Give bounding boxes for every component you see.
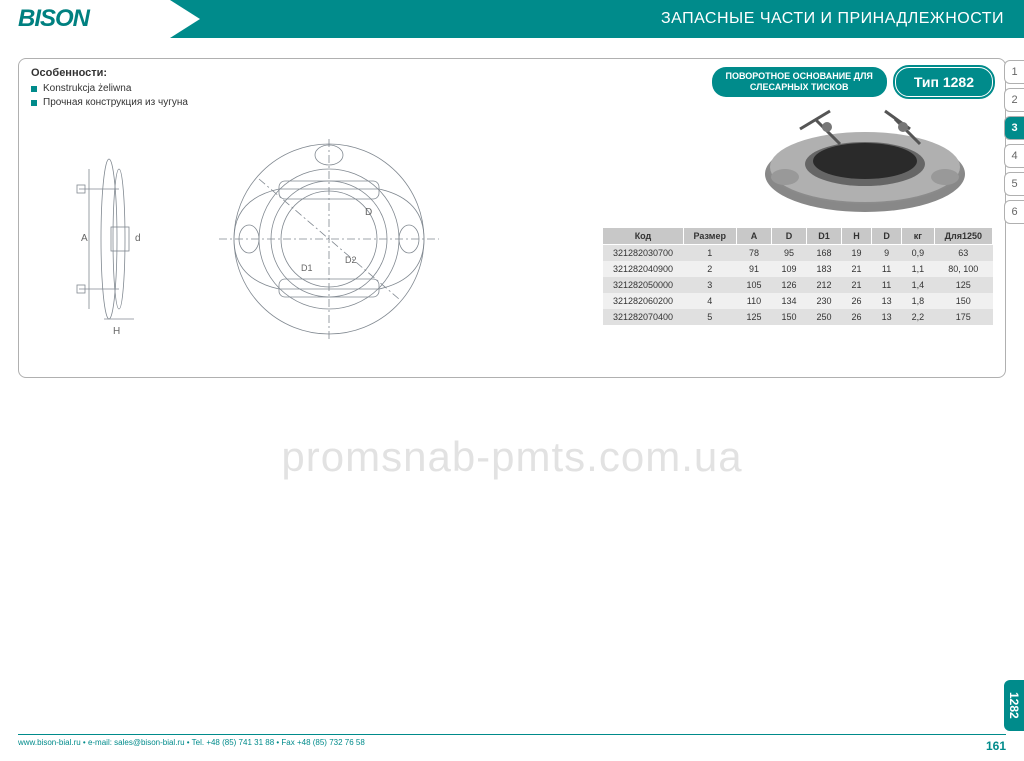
table-cell: 109: [771, 261, 806, 277]
table-cell: 168: [807, 245, 842, 262]
bullet-icon: [31, 86, 37, 92]
spec-table: Код Размер A D D1 H D кг Для1250 3212820…: [602, 227, 993, 325]
feature-text: Konstrukcja żeliwna: [43, 83, 131, 94]
table-cell: 11: [872, 261, 902, 277]
table-cell: 150: [771, 309, 806, 325]
table-cell: 3: [683, 277, 736, 293]
col-kg: кг: [902, 228, 935, 245]
col-size: Размер: [683, 228, 736, 245]
table-cell: 63: [934, 245, 992, 262]
col-a: A: [736, 228, 771, 245]
table-cell: 126: [771, 277, 806, 293]
svg-text:D2: D2: [345, 255, 357, 265]
table-cell: 125: [736, 309, 771, 325]
table-cell: 13: [872, 293, 902, 309]
section-tabs: 1 2 3 4 5 6: [1004, 60, 1024, 224]
table-cell: 26: [842, 309, 872, 325]
table-cell: 11: [872, 277, 902, 293]
table-cell: 1,1: [902, 261, 935, 277]
table-cell: 134: [771, 293, 806, 309]
section-tab-4[interactable]: 4: [1004, 144, 1024, 168]
section-tab-2[interactable]: 2: [1004, 88, 1024, 112]
table-cell: 110: [736, 293, 771, 309]
section-tab-5[interactable]: 5: [1004, 172, 1024, 196]
product-type-pill: Тип 1282: [895, 67, 993, 97]
table-cell: 80, 100: [934, 261, 992, 277]
svg-text:A: A: [81, 233, 88, 244]
product-photo: [745, 99, 985, 219]
table-cell: 19: [842, 245, 872, 262]
table-cell: 230: [807, 293, 842, 309]
table-cell: 21: [842, 277, 872, 293]
table-cell: 321282050000: [603, 277, 683, 293]
col-for1250: Для1250: [934, 228, 992, 245]
table-cell: 2: [683, 261, 736, 277]
table-cell: 125: [934, 277, 992, 293]
svg-text:D: D: [365, 207, 372, 218]
table-cell: 78: [736, 245, 771, 262]
logo: BISON: [0, 0, 170, 38]
table-cell: 9: [872, 245, 902, 262]
table-header-row: Код Размер A D D1 H D кг Для1250: [603, 228, 993, 245]
section-tab-3[interactable]: 3: [1004, 116, 1024, 140]
page-header: BISON ЗАПАСНЫЕ ЧАСТИ И ПРИНАДЛЕЖНОСТИ: [0, 0, 1024, 38]
table-cell: 1,8: [902, 293, 935, 309]
watermark: promsnab-pmts.com.ua: [281, 433, 742, 481]
table-cell: 0,9: [902, 245, 935, 262]
col-code: Код: [603, 228, 683, 245]
desc-line1: ПОВОРОТНОЕ ОСНОВАНИЕ ДЛЯ: [726, 71, 873, 81]
feature-text: Прочная конструкция из чугуна: [43, 97, 188, 108]
svg-text:D1: D1: [301, 263, 313, 273]
desc-line2: СЛЕСАРНЫХ ТИСКОВ: [750, 82, 849, 92]
header-title: ЗАПАСНЫЕ ЧАСТИ И ПРИНАДЛЕЖНОСТИ: [170, 0, 1024, 38]
table-cell: 212: [807, 277, 842, 293]
col-h: H: [842, 228, 872, 245]
table-cell: 4: [683, 293, 736, 309]
table-cell: 13: [872, 309, 902, 325]
table-cell: 250: [807, 309, 842, 325]
table-cell: 321282070400: [603, 309, 683, 325]
table-cell: 321282060200: [603, 293, 683, 309]
col-d: D: [771, 228, 806, 245]
footer-contact: www.bison-bial.ru • e-mail: sales@bison-…: [18, 734, 1006, 747]
table-cell: 2,2: [902, 309, 935, 325]
model-tab: 1282: [1004, 680, 1024, 731]
svg-text:d: d: [135, 233, 141, 244]
product-title-pills: ПОВОРОТНОЕ ОСНОВАНИЕ ДЛЯ СЛЕСАРНЫХ ТИСКО…: [712, 67, 993, 97]
svg-text:H: H: [113, 326, 120, 337]
table-cell: 321282030700: [603, 245, 683, 262]
section-tab-6[interactable]: 6: [1004, 200, 1024, 224]
table-cell: 95: [771, 245, 806, 262]
table-cell: 26: [842, 293, 872, 309]
table-cell: 175: [934, 309, 992, 325]
bullet-icon: [31, 100, 37, 106]
technical-drawing: A d H D D1 D2: [49, 119, 509, 359]
table-row: 32128204090029110918321111,180, 100: [603, 261, 993, 277]
table-row: 321282050000310512621221111,4125: [603, 277, 993, 293]
table-row: 321282030700178951681990,963: [603, 245, 993, 262]
table-cell: 1: [683, 245, 736, 262]
table-cell: 5: [683, 309, 736, 325]
product-panel: Особенности: Konstrukcja żeliwna Прочная…: [18, 58, 1006, 378]
table-row: 321282070400512515025026132,2175: [603, 309, 993, 325]
section-tab-1[interactable]: 1: [1004, 60, 1024, 84]
table-cell: 1,4: [902, 277, 935, 293]
product-description-pill: ПОВОРОТНОЕ ОСНОВАНИЕ ДЛЯ СЛЕСАРНЫХ ТИСКО…: [712, 67, 887, 97]
table-cell: 105: [736, 277, 771, 293]
table-cell: 321282040900: [603, 261, 683, 277]
col-d2: D: [872, 228, 902, 245]
table-cell: 91: [736, 261, 771, 277]
col-d1: D1: [807, 228, 842, 245]
table-cell: 21: [842, 261, 872, 277]
table-row: 321282060200411013423026131,8150: [603, 293, 993, 309]
table-cell: 183: [807, 261, 842, 277]
table-cell: 150: [934, 293, 992, 309]
